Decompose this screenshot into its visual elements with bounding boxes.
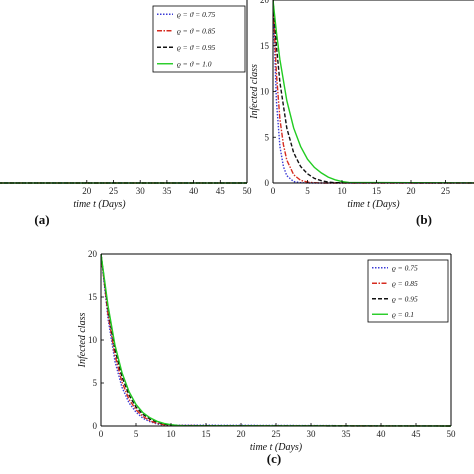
x-axis-label: time t (Days) [347, 199, 400, 210]
y-axis-label: Infected class [77, 313, 88, 369]
series-line-4 [101, 253, 451, 427]
x-tick-label: 40 [377, 429, 387, 439]
legend-entry: ϱ = 0.95 [392, 294, 418, 303]
y-tick-label: 5 [265, 132, 270, 142]
legend-entry: ϱ = ϑ = 0.95 [177, 43, 215, 52]
series-line-2 [273, 0, 474, 184]
x-tick-label: 30 [136, 186, 146, 196]
y-tick-label: 5 [93, 378, 98, 388]
x-tick-label: 50 [243, 186, 253, 196]
x-tick-label: 35 [342, 429, 352, 439]
x-tick-label: 10 [338, 186, 348, 196]
y-tick-label: 20 [260, 0, 270, 5]
legend-entry: ϱ = ϑ = 1.0 [177, 59, 212, 68]
x-tick-label: 45 [216, 186, 226, 196]
series-line-1 [101, 253, 451, 427]
y-tick-label: 10 [260, 87, 270, 97]
legend-entry: ϱ = 0.75 [392, 263, 418, 272]
panel-a: 20 25 30 35 40 45 50 time t (Days) (a) ϱ = ϑ = 0.… [0, 0, 252, 227]
y-tick-label: 10 [88, 335, 98, 345]
x-tick-label: 20 [82, 186, 92, 196]
y-tick-label: 20 [88, 249, 98, 259]
x-tick-label: 5 [134, 429, 139, 439]
y-tick-label: 15 [260, 41, 270, 51]
series-line-4 [273, 0, 474, 184]
x-tick-label: 40 [189, 186, 199, 196]
x-tick-label: 35 [162, 186, 172, 196]
legend: ϱ = 0.75 ϱ = 0.85 ϱ = 0.95 ϱ = 0.1 [367, 259, 449, 323]
legend-entry: ϱ = ϑ = 0.75 [177, 10, 215, 19]
series-line-3 [273, 0, 474, 184]
legend: ϱ = ϑ = 0.75 ϱ = ϑ = 0.85 ϱ = ϑ = 0.95 ϱ = … [152, 5, 246, 73]
panel-label: (c) [267, 451, 281, 466]
x-tick-label: 5 [305, 186, 310, 196]
panel-label: (a) [34, 212, 49, 227]
y-tick-label: 15 [88, 292, 98, 302]
x-tick-label: 30 [307, 429, 317, 439]
x-axis-label: time t (Days) [73, 199, 126, 210]
x-axis-label: time t (Days) [250, 442, 303, 453]
legend-box [152, 5, 246, 73]
legend-entry: ϱ = 0.1 [392, 310, 414, 319]
x-tick-label: 50 [447, 429, 457, 439]
x-tick-label: 45 [412, 429, 422, 439]
legend-entry: ϱ = 0.85 [392, 279, 418, 288]
x-tick-label: 10 [167, 429, 177, 439]
panel-b: 05101520253005101520time t (Days)Infecte… [249, 0, 474, 227]
y-tick-label: 0 [93, 421, 98, 431]
x-tick-label: 20 [407, 186, 417, 196]
legend-entry: ϱ = ϑ = 0.85 [177, 26, 215, 35]
x-tick-label: 0 [271, 186, 276, 196]
y-axis-label: Infected class [249, 64, 260, 120]
x-tick-label: 15 [372, 186, 382, 196]
x-tick-label: 25 [272, 429, 282, 439]
series-line-1 [273, 0, 474, 184]
y-tick-label: 0 [265, 178, 270, 188]
legend-box [367, 259, 449, 323]
x-tick-label: 15 [202, 429, 212, 439]
x-tick-label: 25 [109, 186, 119, 196]
x-tick-label: 20 [237, 429, 247, 439]
panel-label: (b) [416, 212, 432, 227]
x-tick-label: 0 [99, 429, 104, 439]
x-tick-label: 25 [441, 186, 451, 196]
